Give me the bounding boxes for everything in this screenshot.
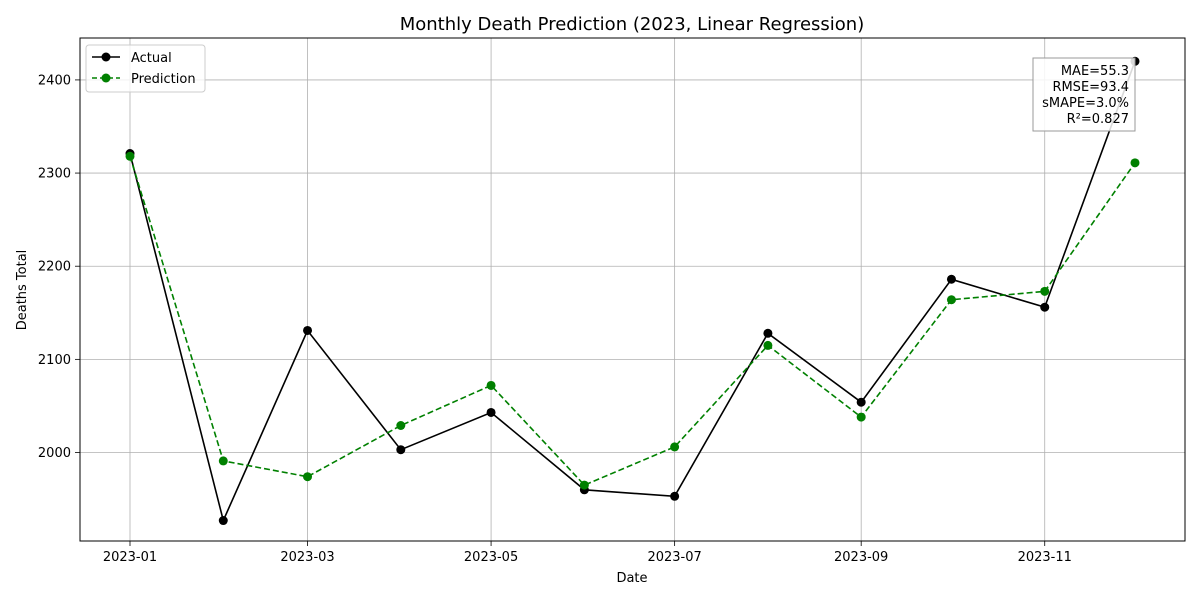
axes: 2023-01 2023-03 2023-05 2023-07 2023-09 2023-… bbox=[38, 73, 1072, 565]
plot-frame bbox=[79, 37, 1186, 542]
metric-smape: sMAPE=3.0% bbox=[1042, 96, 1129, 111]
prediction-point bbox=[1130, 158, 1140, 168]
legend: Actual Prediction bbox=[85, 44, 206, 93]
x-tick-label: 2023-01 bbox=[103, 550, 157, 565]
actual-point bbox=[218, 516, 228, 526]
prediction-point bbox=[1040, 286, 1050, 296]
y-tick-label: 2100 bbox=[38, 353, 71, 368]
metrics-box bbox=[1032, 57, 1136, 132]
series-layer bbox=[125, 56, 1140, 526]
legend-prediction-marker bbox=[101, 73, 111, 83]
prediction-point bbox=[486, 380, 496, 390]
actual-series-line bbox=[129, 61, 1136, 523]
prediction-point bbox=[579, 480, 589, 490]
prediction-point bbox=[670, 442, 680, 452]
actual-point bbox=[486, 407, 496, 417]
y-axis-label: Deaths Total bbox=[15, 250, 30, 331]
actual-point bbox=[763, 328, 773, 338]
actual-point bbox=[303, 325, 313, 335]
actual-point bbox=[396, 445, 406, 455]
grid-lines bbox=[80, 38, 1185, 541]
y-tick-label: 2400 bbox=[38, 73, 71, 88]
prediction-point bbox=[303, 472, 313, 482]
prediction-point bbox=[218, 456, 228, 466]
legend-prediction-label: Prediction bbox=[131, 72, 196, 87]
y-tick-label: 2000 bbox=[38, 446, 71, 461]
prediction-point bbox=[125, 151, 135, 161]
x-tick-label: 2023-11 bbox=[1018, 550, 1072, 565]
metrics-annotation: MAE=55.3 RMSE=93.4 sMAPE=3.0% R²=0.827 bbox=[1032, 57, 1136, 132]
x-tick-label: 2023-09 bbox=[834, 550, 888, 565]
metric-rmse: RMSE=93.4 bbox=[1052, 80, 1129, 95]
metric-mae: MAE=55.3 bbox=[1061, 64, 1129, 79]
actual-point bbox=[1040, 302, 1050, 312]
x-tick-label: 2023-03 bbox=[280, 550, 334, 565]
x-tick-label: 2023-07 bbox=[647, 550, 701, 565]
actual-point bbox=[946, 274, 956, 284]
x-tick-label: 2023-05 bbox=[464, 550, 518, 565]
x-axis-label: Date bbox=[616, 571, 647, 586]
y-tick-label: 2200 bbox=[38, 260, 71, 275]
prediction-point bbox=[763, 340, 773, 350]
legend-actual-marker bbox=[101, 52, 111, 62]
prediction-point bbox=[856, 412, 866, 422]
metric-r2: R²=0.827 bbox=[1067, 112, 1129, 127]
actual-point bbox=[856, 397, 866, 407]
chart-title: Monthly Death Prediction (2023, Linear R… bbox=[400, 14, 865, 35]
y-tick-label: 2300 bbox=[38, 167, 71, 182]
legend-actual-label: Actual bbox=[131, 51, 172, 66]
prediction-point bbox=[396, 420, 406, 430]
actual-point bbox=[670, 491, 680, 501]
prediction-point bbox=[946, 295, 956, 305]
prediction-series-line bbox=[129, 156, 1136, 487]
